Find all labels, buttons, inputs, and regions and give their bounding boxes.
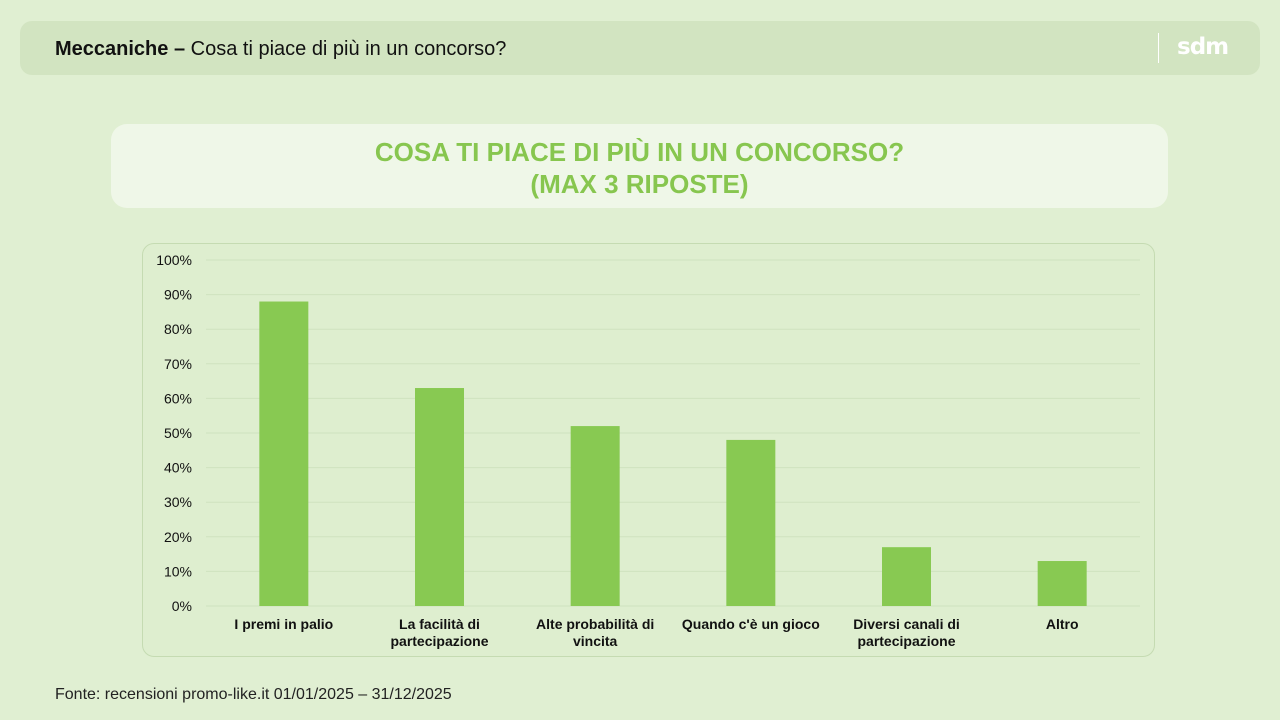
bar: [882, 547, 931, 606]
y-tick-label: 70%: [164, 356, 192, 372]
x-tick-label: Altro: [1046, 616, 1079, 632]
source-note: Fonte: recensioni promo-like.it 01/01/20…: [55, 686, 452, 703]
y-tick-label: 100%: [156, 252, 192, 268]
chart-title-box: COSA TI PIACE DI PIÙ IN UN CONCORSO? (MA…: [111, 124, 1168, 208]
y-tick-label: 90%: [164, 287, 192, 303]
chart-title-line2: (MAX 3 RIPOSTE): [530, 169, 749, 199]
bar: [1037, 561, 1087, 606]
y-tick-label: 0%: [172, 598, 192, 614]
x-tick-label: Quando c'è un gioco: [682, 616, 820, 632]
sdm-logo: sdm: [1177, 34, 1229, 60]
page-title: Meccaniche – Cosa ti piace di più in un …: [55, 21, 506, 77]
y-tick-label: 50%: [164, 425, 192, 441]
y-tick-label: 80%: [164, 321, 192, 337]
x-tick-label: La facilità di partecipazione: [390, 616, 488, 649]
y-tick-label: 40%: [164, 460, 192, 476]
x-tick-label: I premi in palio: [234, 616, 333, 632]
header-bar: Meccaniche – Cosa ti piace di più in un …: [20, 21, 1260, 75]
bar-chart: 0% 10% 20% 30% 40% 50% 60% 70% 80% 90% 100% I premi…: [156, 252, 1140, 649]
bar: [726, 439, 776, 606]
header-divider: [1158, 33, 1159, 63]
chart-title-line1: COSA TI PIACE DI PIÙ IN UN CONCORSO?: [374, 137, 905, 167]
y-tick-label: 30%: [164, 494, 192, 510]
bar: [259, 301, 309, 606]
bar: [415, 388, 464, 606]
y-tick-label: 60%: [164, 390, 192, 406]
page-title-bold: Meccaniche –: [55, 38, 186, 60]
y-tick-label: 20%: [164, 529, 192, 545]
y-tick-label: 10%: [164, 563, 192, 579]
x-tick-label: Alte probabilità di vincita: [536, 616, 654, 649]
bar: [570, 426, 620, 606]
chart-frame: 0% 10% 20% 30% 40% 50% 60% 70% 80% 90% 100% I premi…: [142, 243, 1155, 657]
x-tick-label: Diversi canali di partecipazione: [853, 616, 960, 649]
page-title-rest: Cosa ti piace di più in un concorso?: [190, 38, 507, 60]
